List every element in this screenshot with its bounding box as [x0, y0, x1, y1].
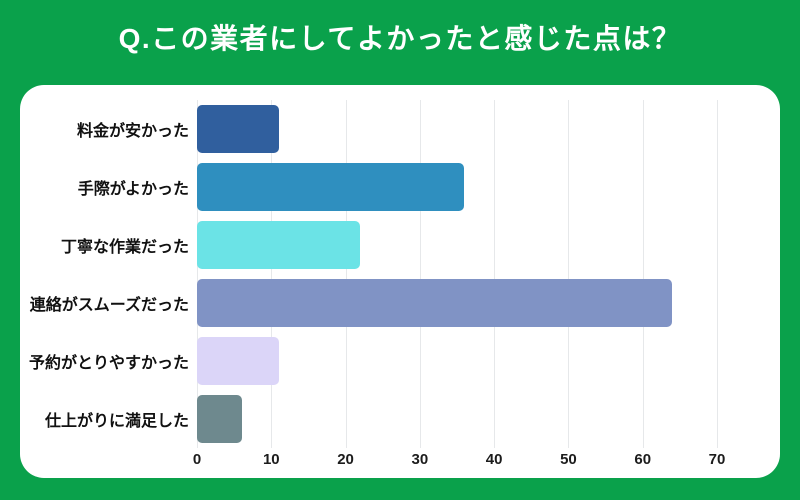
x-tick-label: 20 [337, 451, 354, 468]
chart-row: 予約がとりやすかった [20, 332, 760, 390]
chart-card: 料金が安かった 手際がよかった丁寧な作業だった連絡がスムーズだった 予約がとりやすか… [20, 85, 780, 478]
gridline [345, 100, 347, 448]
gridline [197, 100, 198, 448]
page-title: Q.この業者にしてよかったと感じた点は？ [118, 23, 682, 54]
x-tick-label: 70 [708, 451, 726, 468]
category-label: 手際がよかった [77, 181, 189, 198]
category-label: 仕上がりに満足した [44, 413, 189, 430]
bar [197, 337, 279, 385]
gridlines [197, 100, 742, 448]
category-label: 連絡がスムーズだった [29, 297, 189, 314]
bar [197, 279, 673, 327]
chart-row: 料金が安かった [20, 100, 760, 158]
x-tick-label: 40 [485, 451, 503, 468]
bar-rows: 料金が安かった 手際がよかった丁寧な作業だった連絡がスムーズだった 予約がとりやすか… [20, 100, 760, 448]
chart-row: 手際がよかった [20, 158, 760, 216]
bar-track [197, 337, 760, 385]
bar-track [197, 221, 760, 269]
bar-track [197, 395, 760, 443]
bar-track [197, 105, 760, 153]
gridline [271, 100, 273, 448]
bar [197, 105, 279, 153]
chart-row: 連絡がスムーズだった [20, 274, 760, 332]
bar [197, 163, 465, 211]
category-label: 料金が安かった [76, 123, 189, 140]
x-tick-label: 30 [411, 451, 429, 468]
chart-row: 仕上がりに満足した [20, 390, 760, 448]
chart-row: 丁寧な作業だった [20, 216, 760, 274]
plot-area: 料金が安かった 手際がよかった丁寧な作業だった連絡がスムーズだった 予約がとりやすか… [20, 85, 780, 478]
gridline [717, 100, 718, 448]
x-tick-label: 10 [262, 451, 280, 468]
bar [197, 395, 242, 443]
category-label: 予約がとりやすかった [28, 355, 189, 372]
x-tick-label: 50 [560, 451, 577, 468]
bar-track [197, 163, 760, 211]
gridline [568, 100, 570, 448]
bar-track [197, 279, 760, 327]
x-tick-label: 60 [634, 451, 652, 468]
x-tick-label: 0 [192, 451, 202, 468]
category-label: 丁寧な作業だった [60, 239, 189, 256]
gridline [419, 100, 421, 448]
bar [197, 221, 361, 269]
x-axis-ticks: 0 10 20 30 40 50 60 70 [193, 451, 742, 471]
gridline [494, 100, 496, 448]
gridline [642, 100, 644, 448]
